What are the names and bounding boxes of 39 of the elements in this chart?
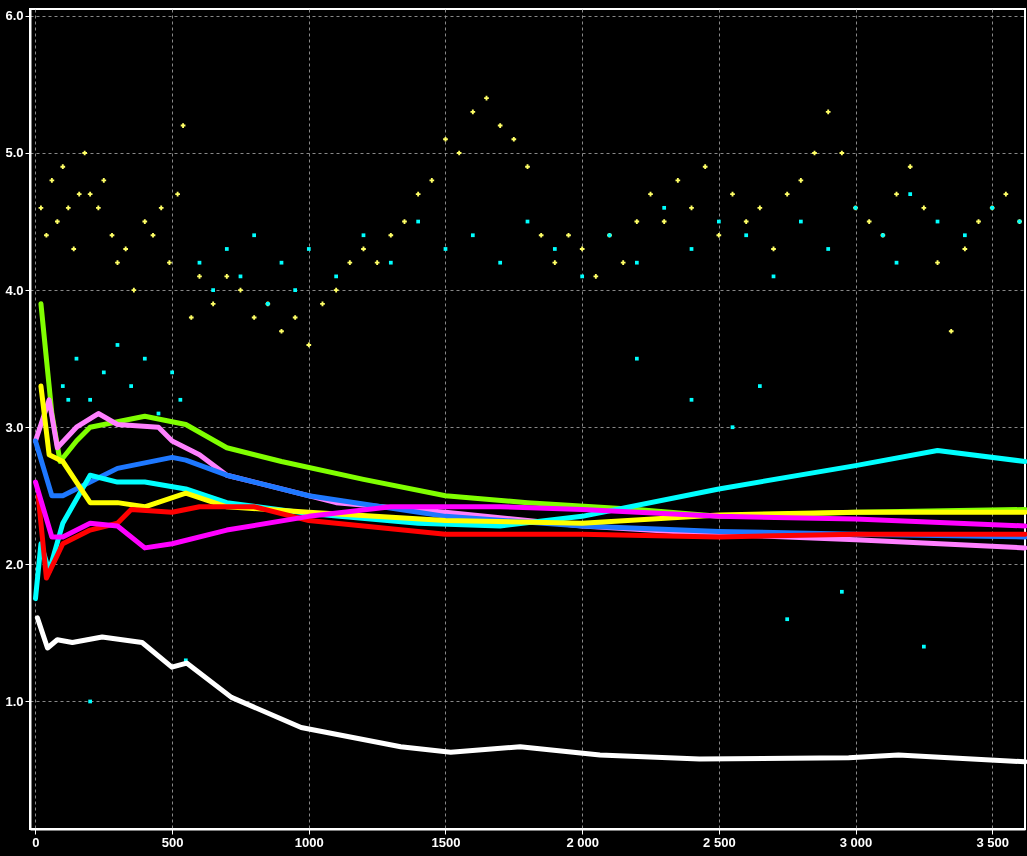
x-tick-label: 1500 xyxy=(431,834,461,850)
point xyxy=(826,247,831,251)
point xyxy=(757,384,762,388)
point xyxy=(252,233,257,238)
y-tick-label: 3.0 xyxy=(5,419,24,435)
x-tick-label: 3 500 xyxy=(976,834,1009,850)
x-tick-label: 500 xyxy=(161,834,184,850)
x-tick-label: 2 500 xyxy=(703,834,736,850)
point xyxy=(634,356,639,361)
point xyxy=(388,260,393,265)
point xyxy=(839,589,844,594)
point xyxy=(142,356,147,361)
point xyxy=(306,247,311,251)
y-tick-label: 5.0 xyxy=(5,145,24,161)
y-tick-label: 1.0 xyxy=(5,693,24,709)
point xyxy=(224,247,229,251)
point xyxy=(88,397,93,402)
x-tick-label: 0 xyxy=(32,834,40,850)
y-tick-label: 6.0 xyxy=(5,8,24,24)
point xyxy=(908,192,913,196)
point xyxy=(129,384,134,388)
point xyxy=(962,233,967,238)
point xyxy=(293,288,298,292)
x-tick-label: 2 000 xyxy=(566,834,599,850)
point xyxy=(634,260,639,265)
x-tick-label: 3 000 xyxy=(839,834,873,850)
point xyxy=(552,247,557,251)
point xyxy=(60,384,65,388)
point xyxy=(178,397,183,402)
point xyxy=(662,205,667,210)
point xyxy=(498,260,503,265)
point xyxy=(744,233,749,238)
point xyxy=(785,617,790,622)
y-tick-label: 4.0 xyxy=(5,282,24,298)
point xyxy=(470,233,475,238)
x-tick-label: 1000 xyxy=(294,834,324,850)
y-tick-label: 2.0 xyxy=(5,556,24,572)
point xyxy=(66,397,71,402)
point xyxy=(211,288,216,292)
